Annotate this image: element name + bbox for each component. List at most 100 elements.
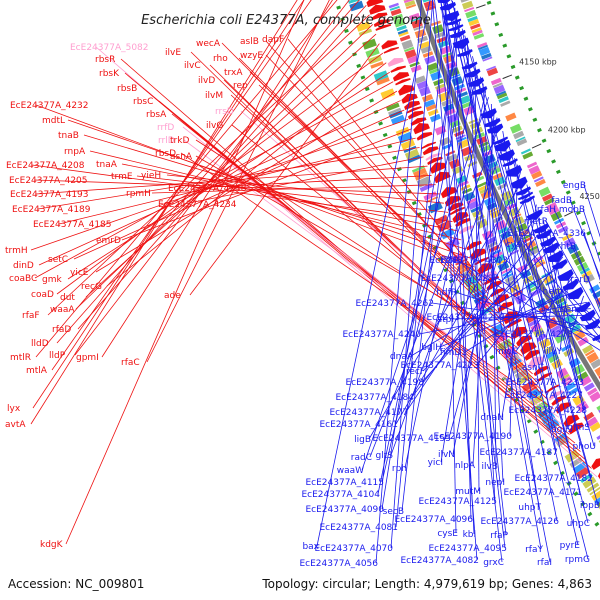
reverse-cog-track: [582, 344, 594, 355]
leader-line: [209, 64, 544, 392]
leader-line: [74, 0, 350, 356]
gene-label: ligB: [354, 435, 371, 445]
reverse-gene: [464, 68, 481, 78]
gene-label: mtlA: [26, 366, 48, 376]
forward-cog-track: [401, 39, 414, 50]
gene-label: nepI: [485, 478, 505, 488]
forward-cog-track: [561, 375, 572, 384]
outer-feature-track: [349, 0, 364, 12]
leader-line: [482, 83, 504, 483]
forward-gene: [520, 342, 537, 355]
label-leader-lines: [30, 0, 600, 564]
gene-label: grxC: [483, 558, 504, 568]
gene-label: EcE24377A_4070: [314, 544, 393, 554]
reverse-cog-track: [573, 330, 586, 341]
gc-marker: [553, 460, 559, 466]
leader-line: [121, 163, 457, 232]
leader-line: [452, 0, 558, 522]
leader-line: [183, 139, 559, 418]
reverse-cog-track: [422, 0, 432, 3]
reverse-cog-track: [467, 15, 478, 23]
leader-line: [390, 137, 507, 456]
gene-label: rrfD: [157, 123, 174, 133]
reverse-cog-track: [434, 31, 446, 39]
accession-text: Accession: NC_009801: [8, 577, 144, 591]
gene-label: rfaP: [490, 531, 508, 541]
leader-line: [456, 259, 600, 351]
forward-cog-track: [470, 206, 481, 214]
gene-label: aslB: [240, 37, 259, 47]
reverse-cog-track: [554, 296, 566, 305]
outer-feature-track: [373, 70, 389, 82]
gc-marker: [546, 148, 552, 154]
leader-line: [411, 224, 547, 398]
gene-label: EcE24377A_4228: [508, 406, 587, 416]
leader-line: [448, 171, 522, 439]
reverse-cog-track: [460, 0, 470, 3]
gene-label: rfaI: [537, 558, 552, 568]
outer-feature-track: [390, 114, 405, 125]
leader-line: [509, 164, 519, 437]
forward-cog-track: [424, 55, 436, 65]
gene-label: dinD: [13, 261, 34, 271]
gene-label: mioC: [495, 347, 518, 357]
leader-line: [395, 191, 531, 425]
forward-cog-track: [568, 387, 579, 396]
gene-label: rfaH: [537, 205, 556, 215]
reverse-cog-track: [492, 82, 503, 89]
gene-label: tnaB: [58, 131, 79, 141]
leader-line: [587, 278, 600, 313]
forward-cog-track: [492, 251, 503, 259]
forward-cog-track: [392, 13, 403, 20]
leader-line: [474, 63, 480, 492]
forward-cog-track: [476, 181, 487, 189]
reverse-cog-track: [498, 96, 509, 104]
leader-line: [190, 51, 549, 401]
leader-line: [431, 0, 478, 561]
reverse-gene: [562, 279, 579, 291]
leader-line: [31, 164, 453, 222]
outer-feature-track: [386, 102, 400, 112]
gc-marker: [573, 491, 579, 497]
gc-marker: [378, 121, 383, 126]
leader-line: [573, 245, 600, 308]
forward-cog-track: [403, 0, 407, 1]
gene-label: cyaY: [506, 240, 528, 250]
gene-label: EcE24377A_4187: [479, 448, 558, 458]
forward-cog-track: [404, 49, 417, 59]
forward-gene: [373, 19, 390, 27]
gene-label: EcE24377A_4278: [494, 330, 573, 340]
gene-label: ilvC: [184, 61, 201, 71]
gene-label: ilvG: [206, 121, 223, 131]
forward-gene: [533, 365, 549, 377]
forward-cog-track: [528, 319, 539, 327]
forward-gene: [410, 117, 427, 126]
reverse-cog-track: [473, 33, 485, 40]
reverse-cog-track: [590, 358, 600, 370]
leader-line: [583, 184, 600, 238]
gene-label: bax: [302, 542, 319, 552]
forward-cog-track: [551, 358, 564, 370]
gene-label: pyrE: [560, 541, 581, 551]
forward-cog-track: [587, 387, 598, 396]
gene-label: gmk: [42, 275, 62, 285]
gc-marker: [555, 169, 561, 175]
gene-label: hdfR: [436, 288, 457, 298]
gene-label: rpmG: [565, 555, 590, 565]
outer-feature-track: [348, 0, 362, 4]
reverse-cog-track: [482, 56, 493, 62]
reverse-cog-track: [472, 126, 484, 136]
gene-label: avtA: [5, 420, 26, 430]
leader-line: [434, 0, 503, 563]
forward-cog-track: [429, 67, 440, 75]
gene-label: rrsD: [215, 107, 234, 117]
gc-marker: [523, 96, 529, 101]
outer-feature-track: [440, 228, 455, 240]
gc-marker: [396, 166, 402, 172]
gene-label: ilvD: [198, 76, 215, 86]
gc-marker: [581, 220, 586, 226]
reverse-cog-track: [522, 151, 534, 160]
gene-label: EcE24377A_4155: [372, 434, 451, 444]
leader-line: [553, 208, 600, 305]
